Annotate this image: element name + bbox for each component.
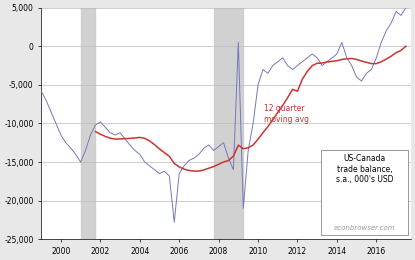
FancyBboxPatch shape (321, 151, 408, 235)
Text: 12 quarter
moving avg.: 12 quarter moving avg. (264, 104, 311, 124)
Bar (214, 8, 243, 239)
Text: econbrowser.com: econbrowser.com (334, 225, 395, 231)
Bar (81, 8, 95, 239)
Text: US-Canada
trade balance,
s.a., 000's USD: US-Canada trade balance, s.a., 000's USD (336, 154, 393, 184)
